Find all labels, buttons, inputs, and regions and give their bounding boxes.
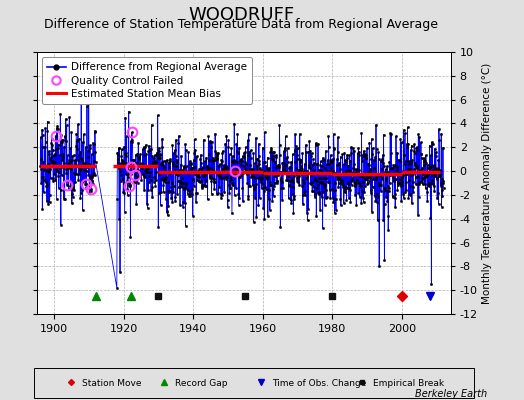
Text: Time of Obs. Change: Time of Obs. Change bbox=[272, 379, 366, 388]
Text: Berkeley Earth: Berkeley Earth bbox=[415, 389, 487, 399]
Legend: Difference from Regional Average, Quality Control Failed, Estimated Station Mean: Difference from Regional Average, Qualit… bbox=[42, 57, 252, 104]
Text: Difference of Station Temperature Data from Regional Average: Difference of Station Temperature Data f… bbox=[44, 18, 438, 31]
Text: WOODRUFF: WOODRUFF bbox=[188, 6, 294, 24]
Text: Station Move: Station Move bbox=[82, 379, 142, 388]
Text: Record Gap: Record Gap bbox=[175, 379, 227, 388]
Text: Empirical Break: Empirical Break bbox=[373, 379, 444, 388]
Y-axis label: Monthly Temperature Anomaly Difference (°C): Monthly Temperature Anomaly Difference (… bbox=[482, 62, 492, 304]
